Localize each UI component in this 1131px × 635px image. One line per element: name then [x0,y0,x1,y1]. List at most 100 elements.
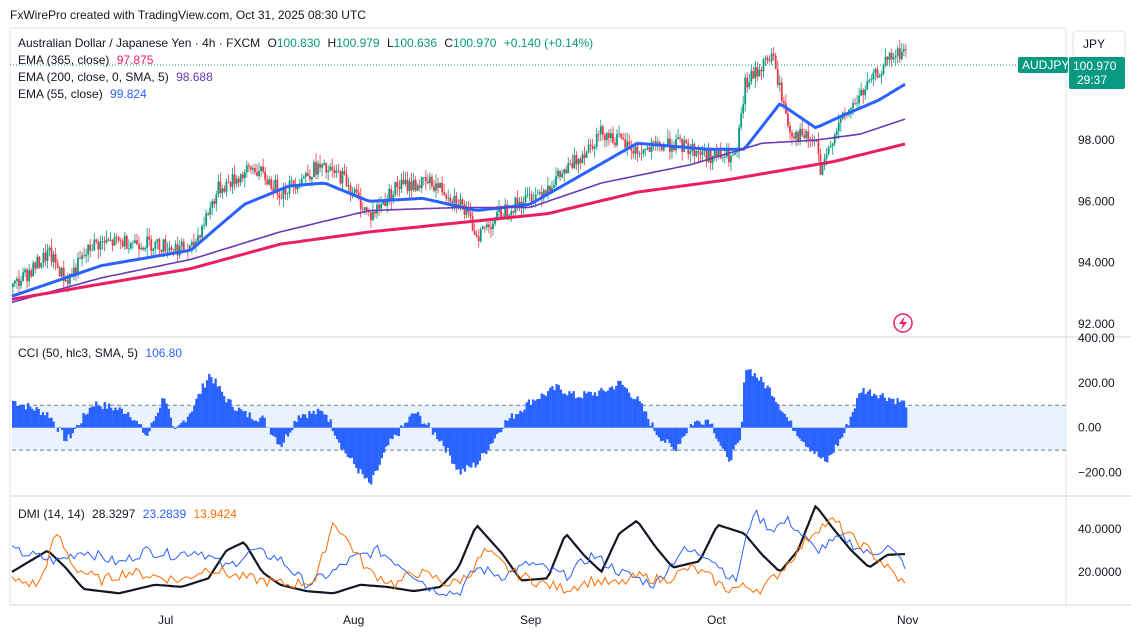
ema365-legend[interactable]: EMA (365, close) 97.875 [18,53,154,67]
candle-body [593,146,596,149]
cci-bar [225,402,228,428]
cci-bar [165,403,168,428]
candle-body [754,67,757,79]
dmi-legend[interactable]: DMI (14, 14) 28.3297 23.2839 13.9424 [18,507,237,521]
candle-body [73,267,75,276]
candle-body [825,154,828,159]
candle-body [650,141,653,152]
cci-bar [321,411,324,428]
candle-body [286,193,289,195]
cci-bar [24,409,28,428]
candle-body [479,229,482,242]
candle-body [485,224,488,228]
cci-bar [900,400,904,428]
candle-body [404,179,407,184]
candle-body [142,247,144,250]
candle-body [123,235,126,247]
cci-bar [252,420,256,428]
candle-body [852,103,854,109]
cci-bar [495,427,499,435]
candle-body [605,133,608,141]
candle-body [99,241,102,250]
candle-body [801,129,804,136]
cci-bar [559,389,563,428]
ema55-legend[interactable]: EMA (55, close) 99.824 [18,87,147,101]
candle-body [905,49,907,50]
candle-body [622,137,625,140]
ema-line [11,142,906,301]
candle-body [579,158,582,163]
candle-body [750,71,753,83]
candle-body [311,176,313,180]
candle-body [636,146,639,155]
candle-body [766,57,769,61]
cci-bar [532,399,535,428]
candle-body [681,138,684,153]
cci-bar [408,416,411,428]
dmi-line [11,517,906,595]
cci-bar [525,402,528,428]
cci-bar [16,405,19,428]
cci-bar [297,415,300,428]
candle-body [40,263,43,268]
candle-body [443,192,446,195]
candle-body [837,122,840,131]
cci-bar [644,411,648,428]
candle-body [803,135,806,139]
cci-bar [244,410,247,428]
candle-body [390,189,393,200]
cci-bar [666,427,669,440]
cci-bar [248,412,251,428]
candle-body [347,185,350,187]
candle-body [343,170,346,175]
cci-bar [274,427,277,438]
cci-bar [600,387,603,428]
candle-body [473,230,476,235]
candle-body [243,172,246,179]
cci-bar [781,412,784,428]
candle-body [530,194,533,204]
candle-body [435,183,437,191]
cci-bar [679,427,682,444]
candle-body [144,247,147,250]
cci-bar [173,427,177,429]
candle-body [384,200,387,206]
cci-bar [193,405,196,428]
ema200-value: 98.688 [176,70,213,84]
cci-bar [259,417,262,428]
cci-bar [35,407,38,428]
cci-bar [875,395,878,428]
candle-body [333,169,336,174]
candle-body [610,133,612,139]
candle-body [290,180,293,181]
candle-body [685,140,688,144]
cci-bar [898,402,901,428]
candle-body [188,245,191,251]
candle-body [386,199,389,206]
ema200-legend[interactable]: EMA (200, close, 0, SMA, 5) 98.688 [18,70,213,84]
cci-bar [33,410,36,428]
dmi-minus-value: 13.9424 [194,507,238,521]
candle-body [414,179,417,191]
cci-legend[interactable]: CCI (50, hlc3, SMA, 5) 106.80 [18,346,182,360]
lightning-icon[interactable] [893,313,913,333]
cci-bar [476,427,479,465]
candle-body [620,133,623,138]
cci-bar [583,391,586,428]
candle-body [528,194,531,195]
cci-bar [632,399,635,428]
cci-bar [150,422,153,428]
candle-body [890,52,893,60]
candle-body [553,185,555,188]
candle-body [534,194,537,201]
cci-bar [713,427,716,434]
cci-bar [372,427,375,476]
candle-body [719,150,722,159]
cci-bar [84,414,87,428]
candle-body [239,174,242,183]
cci-bar [201,383,204,428]
cci-bar [749,369,752,428]
cci-bar [504,420,507,428]
candle-body [406,179,409,192]
